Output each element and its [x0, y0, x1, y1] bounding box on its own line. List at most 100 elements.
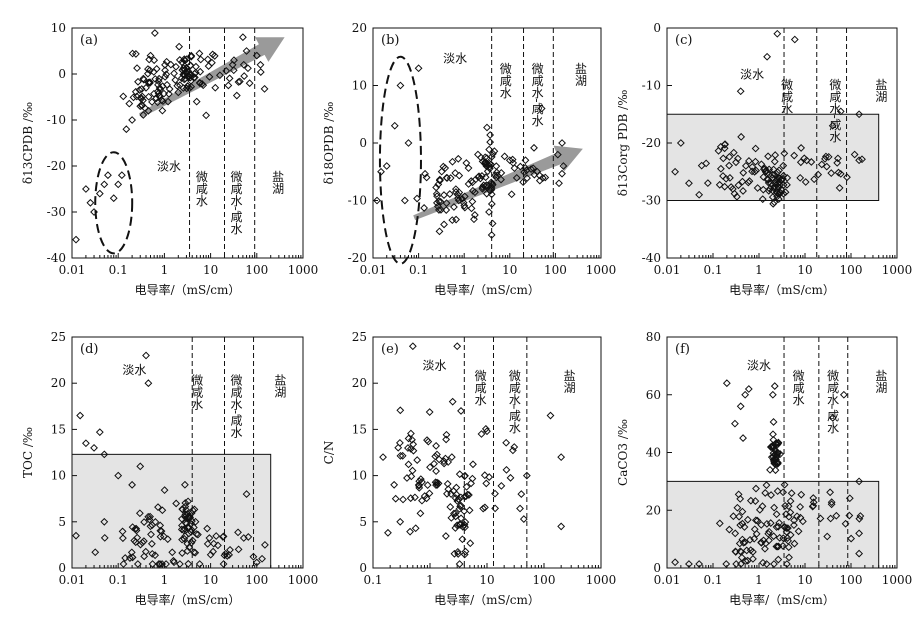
data-point — [779, 534, 788, 543]
data-point — [482, 189, 491, 198]
data-point — [746, 535, 754, 544]
data-point — [183, 547, 192, 555]
data-point — [769, 430, 777, 439]
data-point — [783, 180, 791, 189]
x-tick-label: 1000 — [882, 573, 913, 587]
data-point — [132, 524, 141, 533]
x-tick-label: 100 — [840, 573, 863, 587]
y-tick-label: 10 — [352, 79, 367, 93]
data-point — [774, 438, 783, 447]
data-point — [492, 173, 501, 182]
x-tick-label: 100 — [544, 263, 567, 277]
x-tick-label: 1 — [755, 573, 763, 587]
x-axis-title: 电导率/（mS/cm） — [434, 592, 540, 607]
data-point — [76, 411, 85, 420]
x-tick-label: 0.1 — [363, 573, 382, 587]
data-point — [133, 560, 142, 568]
data-point — [519, 515, 528, 523]
data-point — [770, 382, 779, 390]
y-axis-title: CaCO3 /‰ — [616, 419, 630, 486]
data-point — [735, 512, 743, 521]
data-point — [500, 152, 509, 161]
data-point — [530, 143, 538, 152]
data-point — [855, 477, 864, 486]
data-point — [451, 524, 460, 532]
data-point — [482, 181, 491, 190]
data-point — [212, 532, 221, 540]
data-point — [716, 142, 725, 151]
data-point — [470, 215, 478, 224]
data-point — [152, 94, 161, 103]
data-point — [147, 539, 156, 548]
data-point — [131, 525, 140, 533]
data-point — [196, 79, 204, 88]
plot-frame — [71, 336, 304, 569]
x-tick-label: 0.1 — [703, 263, 722, 277]
data-point — [390, 480, 399, 489]
data-point — [168, 548, 177, 557]
y-tick-label: 5 — [359, 515, 367, 529]
data-point — [131, 538, 140, 547]
data-point — [769, 165, 778, 174]
zone-label: 淡水 — [740, 68, 764, 82]
data-point — [184, 529, 193, 538]
data-point — [478, 172, 486, 180]
data-point — [739, 168, 748, 177]
data-point — [743, 515, 752, 524]
data-point — [671, 167, 680, 176]
panel-a: 0.01 0.1 1 10 100 1000 -40 -30 -20 -10 0 10 (a) 淡水微咸水… — [21, 21, 318, 297]
data-point — [169, 556, 178, 565]
data-point — [184, 523, 193, 532]
data-point — [738, 177, 747, 186]
data-point — [715, 519, 724, 528]
data-point — [91, 548, 100, 557]
data-point — [772, 542, 781, 551]
data-point — [790, 521, 798, 530]
data-point — [396, 406, 405, 415]
data-point — [162, 70, 171, 79]
y-tick-label: 15 — [352, 422, 367, 436]
x-tick-label: 0.01 — [59, 573, 86, 587]
x-tick-label: 100 — [245, 263, 268, 277]
data-point — [772, 453, 781, 462]
data-point — [772, 439, 781, 448]
data-point — [109, 194, 118, 203]
data-point — [722, 174, 731, 183]
data-point — [461, 471, 469, 480]
data-point — [232, 91, 241, 100]
data-point — [188, 536, 197, 545]
data-point — [146, 512, 154, 521]
data-point — [143, 69, 152, 78]
data-point — [827, 498, 836, 507]
data-point — [434, 180, 443, 189]
data-point — [195, 49, 204, 58]
data-point — [398, 451, 407, 460]
data-point — [843, 173, 851, 182]
data-point — [180, 66, 189, 74]
data-point — [148, 560, 157, 568]
data-point — [440, 459, 448, 468]
x-tick-label: 0.01 — [360, 263, 387, 277]
data-point — [725, 152, 734, 161]
data-point — [145, 78, 154, 87]
data-point — [786, 531, 795, 539]
data-point — [729, 148, 738, 157]
y-tick-label: 15 — [51, 422, 66, 436]
data-point — [140, 552, 149, 561]
data-point — [510, 443, 519, 451]
data-point — [786, 497, 795, 506]
zone-label: 淡水 — [443, 52, 467, 66]
data-point — [207, 58, 216, 67]
data-point — [192, 530, 201, 538]
zone-label: 微咸水-咸水 — [229, 170, 243, 235]
data-point — [750, 534, 759, 543]
y-tick-label: 40 — [646, 446, 661, 460]
data-point — [411, 524, 420, 533]
data-point — [790, 151, 799, 160]
data-point — [210, 52, 219, 60]
data-point — [750, 167, 759, 176]
data-point — [82, 439, 90, 448]
data-point — [441, 532, 450, 540]
data-point — [833, 158, 842, 167]
